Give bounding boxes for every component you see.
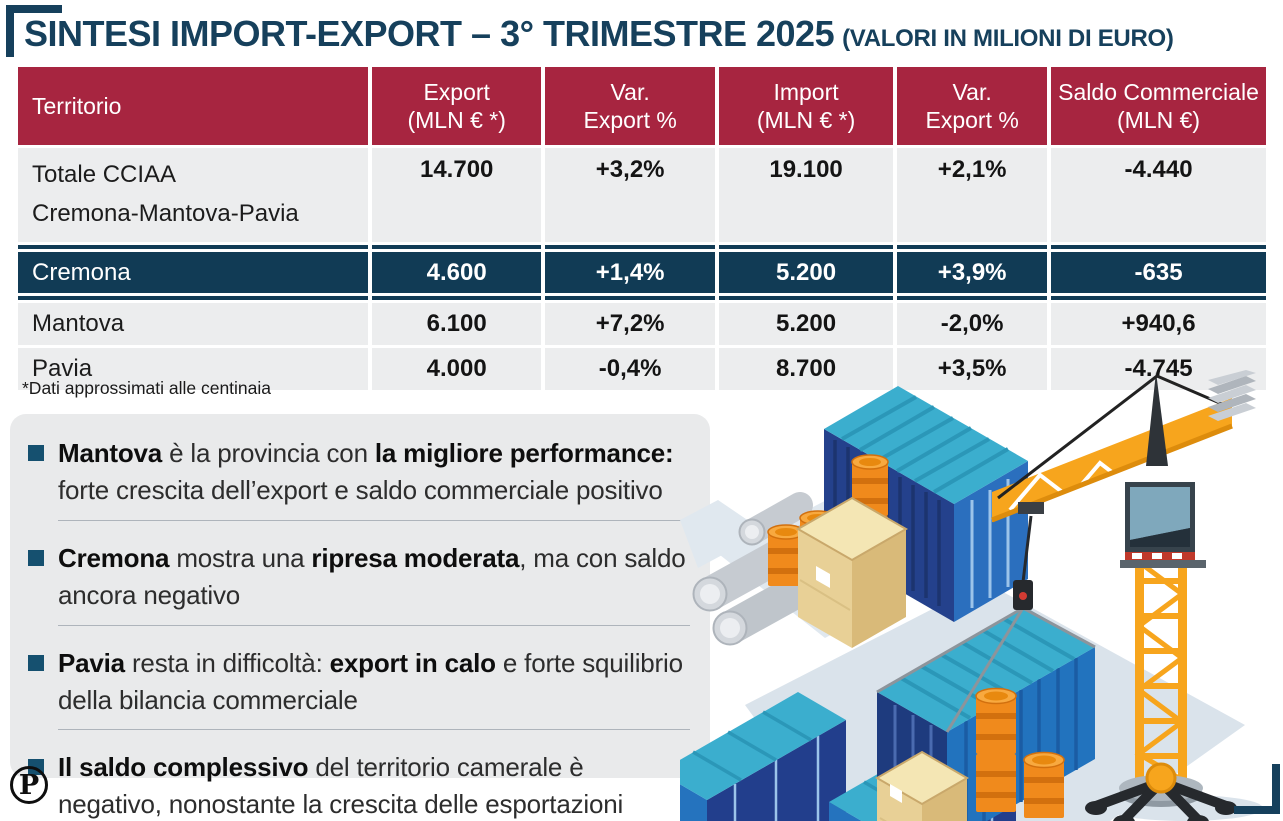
page-title: SINTESI IMPORT-EXPORT – 3° TRIMESTRE 202… (24, 13, 1174, 55)
crane-base (1085, 762, 1237, 821)
cell-var-import: -2,0% (897, 303, 1048, 346)
cell-export: 4.600 (371, 251, 542, 294)
insight-item-saldo: Il saldo complessivo del territorio came… (26, 740, 690, 821)
insight-item-pavia: Pavia resta in difficoltà: export in cal… (26, 636, 690, 741)
insight-text: Cremona mostra una ripresa moderata, ma … (58, 542, 686, 610)
cell-var-import: +3,9% (897, 251, 1048, 294)
cell-export: 14.700 (371, 148, 542, 242)
insight-text: Il saldo complessivo del territorio came… (58, 752, 624, 820)
bullet-square-icon (28, 654, 44, 671)
crane-counterweight (1208, 370, 1256, 421)
cell-saldo: -4.440 (1051, 148, 1266, 242)
table-row-pavia: Pavia 4.000 -0,4% 8.700 +3,5% -4.745 (18, 348, 1266, 390)
table-row-totale: Totale CCIAA Cremona-Mantova-Pavia 14.70… (18, 148, 1266, 242)
insight-item-mantova: Mantova è la provincia con la migliore p… (26, 426, 690, 531)
col-header-var-import: Var. Export % (897, 67, 1048, 146)
cell-import: 5.200 (718, 251, 894, 294)
cell-import: 8.700 (718, 348, 894, 390)
cell-var-import: +2,1% (897, 148, 1048, 242)
cell-var-export: +7,2% (545, 303, 715, 346)
col-header-saldo: Saldo Commerciale (MLN €) (1051, 67, 1266, 146)
col-header-import: Import (MLN € *) (718, 67, 894, 146)
cell-territorio: Cremona (18, 251, 368, 294)
col-header-var-export: Var. Export % (545, 67, 715, 146)
press-logo: P (10, 766, 48, 804)
row-divider (18, 296, 1266, 301)
bottom-corner-bracket-icon (1234, 764, 1280, 814)
tower-crane (876, 370, 1256, 821)
import-export-table: Territorio Export (MLN € *) Var. Export … (14, 64, 1270, 393)
table-row-mantova: Mantova 6.100 +7,2% 5.200 -2,0% +940,6 (18, 303, 1266, 346)
cell-territorio: Totale CCIAA Cremona-Mantova-Pavia (18, 148, 368, 242)
crane-mast (1134, 555, 1187, 785)
cell-var-import: +3,5% (897, 348, 1048, 390)
cell-export: 6.100 (371, 303, 542, 346)
cell-import: 19.100 (718, 148, 894, 242)
cell-saldo: +940,6 (1051, 303, 1266, 346)
crane-cab (1120, 482, 1206, 568)
table-row-cremona: Cremona 4.600 +1,4% 5.200 +3,9% -635 (18, 251, 1266, 294)
crate-upper (795, 496, 909, 648)
cell-territorio: Mantova (18, 303, 368, 346)
bullet-square-icon (28, 445, 44, 461)
col-header-territorio: Territorio (18, 67, 368, 146)
row-divider (18, 244, 1266, 249)
cell-var-export: +3,2% (545, 148, 715, 242)
port-crane-illustration (680, 370, 1263, 821)
press-logo-letter: P (18, 770, 40, 801)
table-footnote: *Dati approssimati alle centinaia (22, 378, 272, 398)
title-main: SINTESI IMPORT-EXPORT – 3° TRIMESTRE 202… (24, 13, 835, 54)
crate-lower (875, 750, 969, 821)
insight-text: Mantova è la provincia con la migliore p… (58, 438, 674, 505)
title-corner-bracket-icon (6, 5, 62, 57)
crane-jib (991, 398, 1233, 523)
insights-panel: Mantova è la provincia con la migliore p… (10, 414, 710, 819)
cell-saldo: -635 (1051, 251, 1266, 294)
crane-apex (1146, 372, 1168, 466)
table-header-row: Territorio Export (MLN € *) Var. Export … (18, 67, 1266, 146)
cell-territorio: Pavia (18, 348, 368, 390)
col-header-export: Export (MLN € *) (371, 67, 542, 146)
cell-var-export: -0,4% (545, 348, 715, 390)
bullet-square-icon (28, 549, 44, 566)
barrels-lower (975, 687, 1065, 818)
title-note: (VALORI IN MILIONI DI EURO) (842, 25, 1174, 52)
cell-export: 4.000 (371, 348, 542, 390)
insight-text: Pavia resta in difficoltà: export in cal… (58, 647, 683, 715)
container-bottom-left-1 (680, 692, 846, 821)
cell-import: 5.200 (718, 303, 894, 346)
cell-var-export: +1,4% (545, 251, 715, 294)
sling-cables (876, 606, 1096, 733)
insight-item-cremona: Cremona mostra una ripresa moderata, ma … (26, 531, 690, 636)
